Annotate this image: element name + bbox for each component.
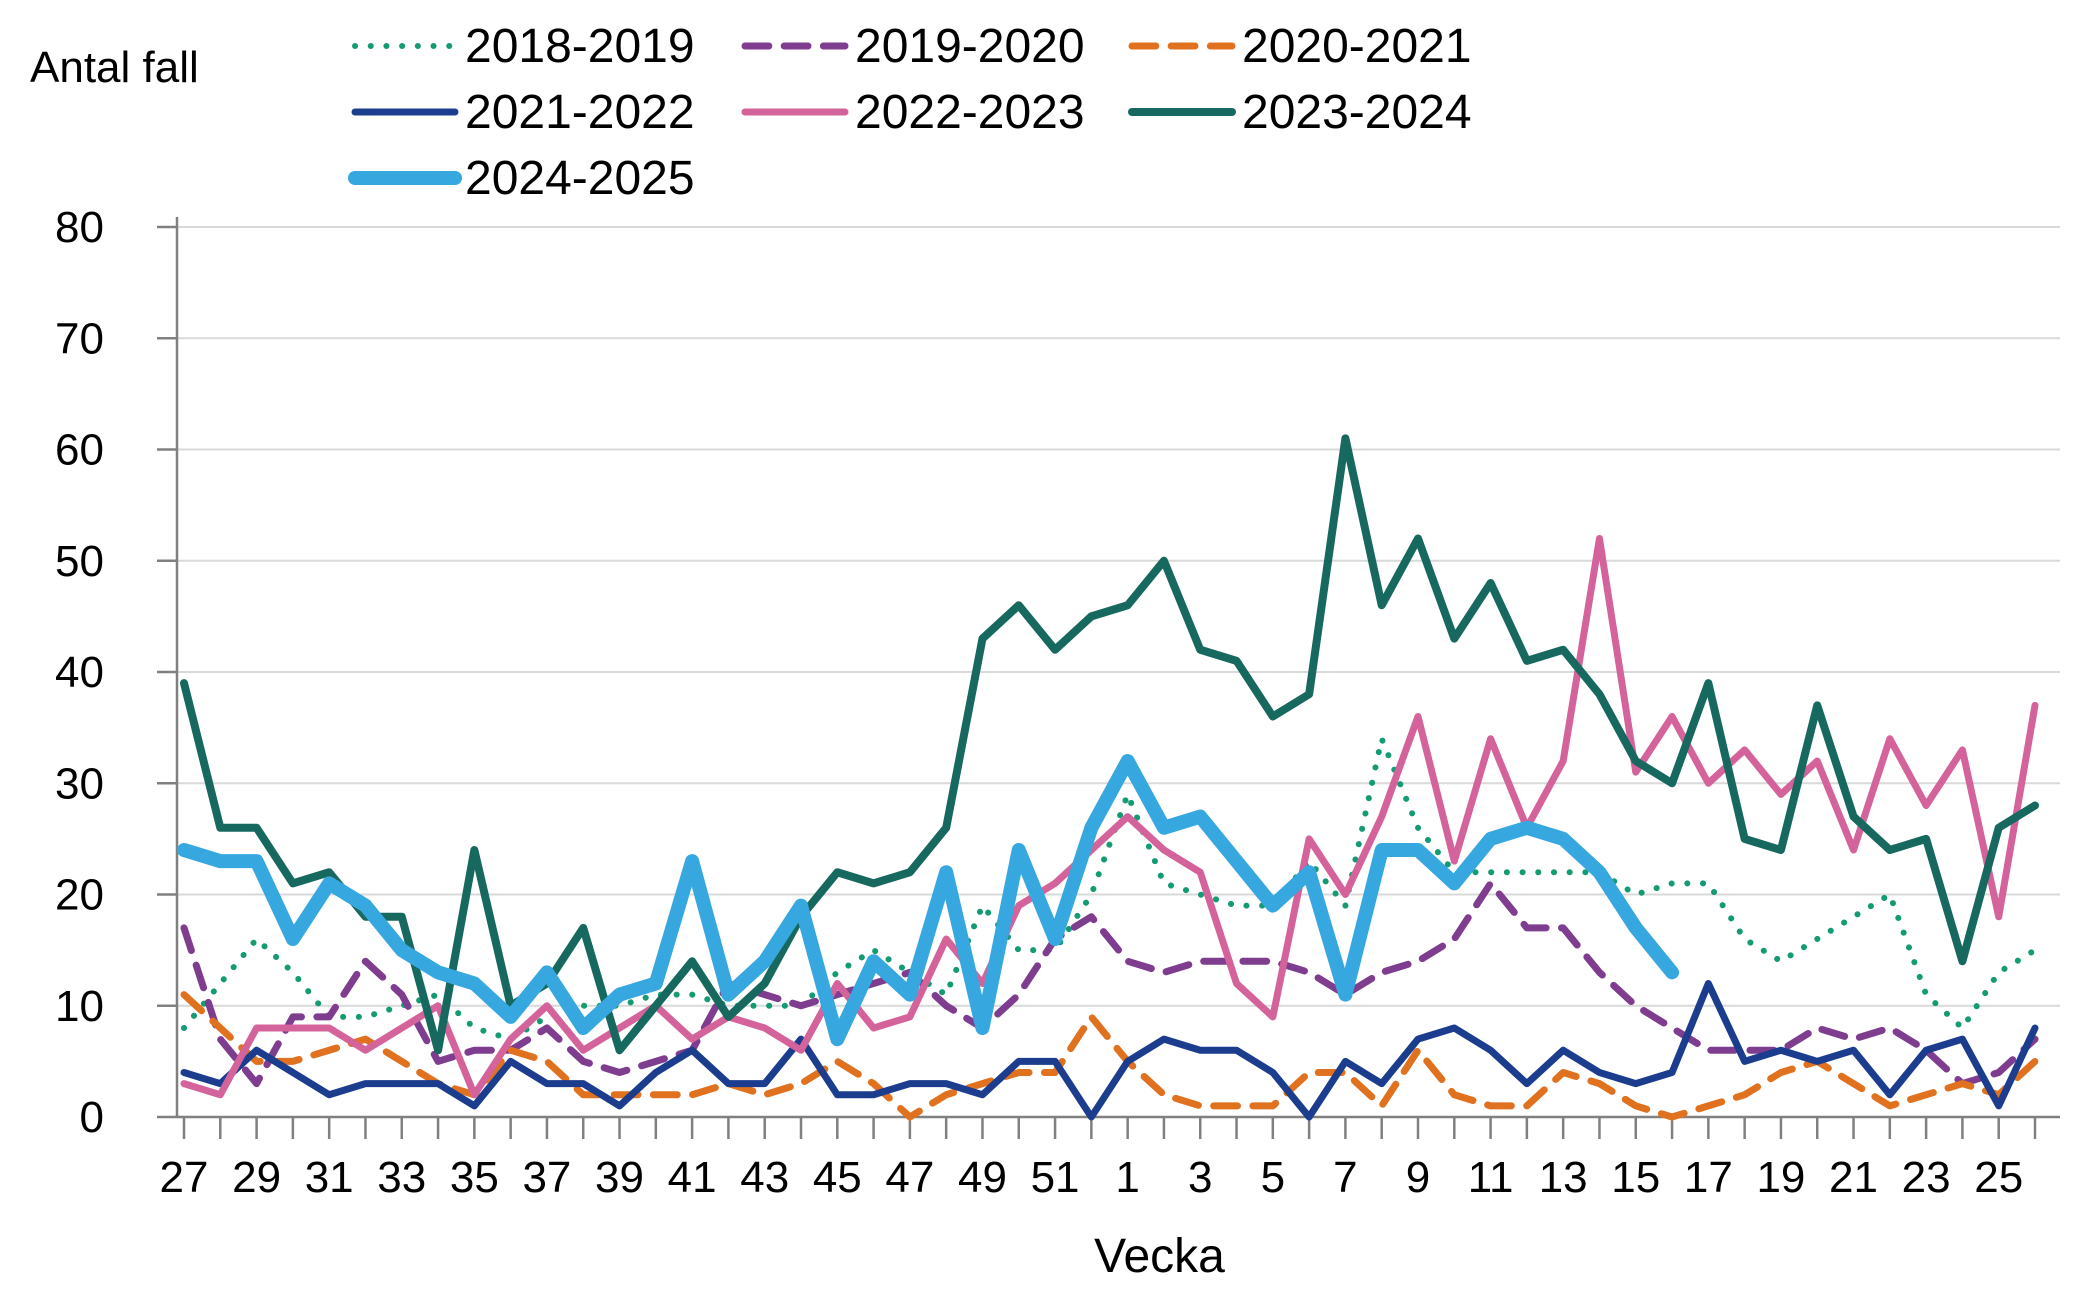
- x-tick-label-week-27: 27: [160, 1153, 209, 1202]
- x-tick-label-week-43: 43: [740, 1153, 789, 1202]
- x-tick-label-week-19: 19: [1756, 1153, 1805, 1202]
- series-line-2022-2023: [180, 535, 2039, 1099]
- series-line-2018-2019: [181, 735, 2038, 1043]
- legend-label-2018-2019: 2018-2019: [465, 20, 695, 73]
- y-tick-label-40: 40: [55, 648, 104, 697]
- x-tick-label-week-25: 25: [1974, 1153, 2023, 1202]
- legend-label-2021-2022: 2021-2022: [465, 86, 695, 139]
- y-tick-label-60: 60: [55, 426, 104, 475]
- x-tick-label-week-45: 45: [813, 1153, 862, 1202]
- y-tick-label-30: 30: [55, 759, 104, 808]
- x-tick-label-week-49: 49: [958, 1153, 1007, 1202]
- legend-label-2024-2025: 2024-2025: [465, 152, 695, 205]
- x-tick-label-week-39: 39: [595, 1153, 644, 1202]
- x-tick-label-week-23: 23: [1902, 1153, 1951, 1202]
- y-tick-label-80: 80: [55, 203, 104, 252]
- y-tick-label-0: 0: [80, 1093, 104, 1142]
- x-tick-label-week-1: 1: [1115, 1153, 1139, 1202]
- x-tick-label-week-15: 15: [1611, 1153, 1660, 1202]
- x-axis-title: Vecka: [1094, 1230, 1225, 1283]
- legend-label-2022-2023: 2022-2023: [855, 86, 1085, 139]
- series-line-2019-2020: [180, 879, 2039, 1088]
- y-tick-label-10: 10: [55, 982, 104, 1031]
- x-tick-label-week-17: 17: [1684, 1153, 1733, 1202]
- x-tick-label-week-47: 47: [885, 1153, 934, 1202]
- x-tick-label-week-29: 29: [232, 1153, 281, 1202]
- x-tick-label-week-3: 3: [1188, 1153, 1212, 1202]
- y-tick-label-20: 20: [55, 871, 104, 920]
- x-tick-label-week-33: 33: [377, 1153, 426, 1202]
- legend-label-2023-2024: 2023-2024: [1242, 86, 1472, 139]
- x-tick-label-week-35: 35: [450, 1153, 499, 1202]
- series-line-2023-2024: [180, 434, 2039, 1055]
- x-tick-label-week-41: 41: [668, 1153, 717, 1202]
- legend-label-2020-2021: 2020-2021: [1242, 20, 1472, 73]
- y-axis-title: Antal fall: [30, 43, 199, 92]
- y-tick-label-70: 70: [55, 314, 104, 363]
- series-line-2024-2025: [177, 754, 1680, 1047]
- x-tick-label-week-5: 5: [1261, 1153, 1285, 1202]
- x-tick-label-week-51: 51: [1031, 1153, 1080, 1202]
- x-tick-label-week-9: 9: [1406, 1153, 1430, 1202]
- x-tick-label-week-11: 11: [1468, 1153, 1514, 1202]
- legend-label-2019-2020: 2019-2020: [855, 20, 1085, 73]
- series-line-2021-2022: [180, 980, 2039, 1121]
- x-tick-label-week-13: 13: [1539, 1153, 1588, 1202]
- x-tick-label-week-7: 7: [1333, 1153, 1357, 1202]
- x-tick-label-week-37: 37: [522, 1153, 571, 1202]
- x-tick-label-week-21: 21: [1829, 1153, 1878, 1202]
- y-tick-label-50: 50: [55, 537, 104, 586]
- x-tick-label-week-31: 31: [305, 1153, 354, 1202]
